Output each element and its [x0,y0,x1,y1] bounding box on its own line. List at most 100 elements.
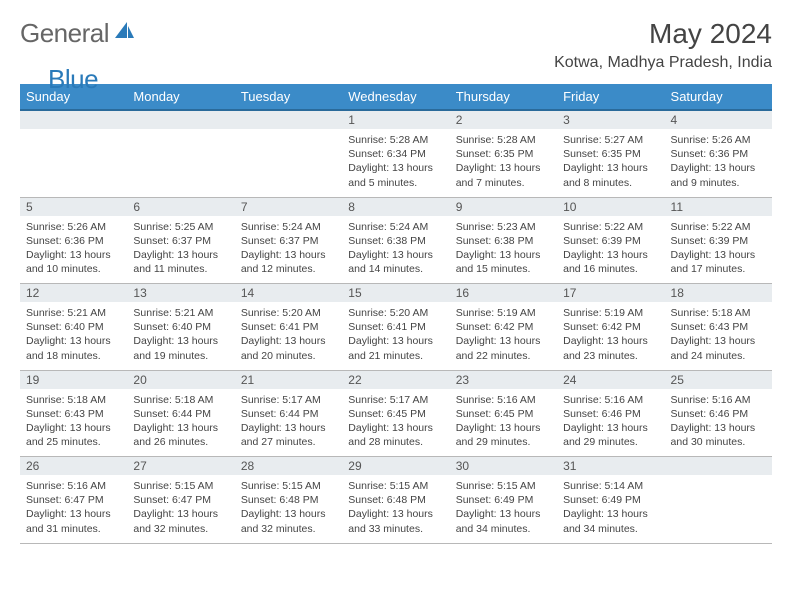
sunset-text: Sunset: 6:42 PM [563,320,658,334]
day-number: 17 [557,284,664,303]
daylight-text: Daylight: 13 hours and 25 minutes. [26,421,121,449]
sunset-text: Sunset: 6:45 PM [348,407,443,421]
sunrise-text: Sunrise: 5:28 AM [456,133,551,147]
sunset-text: Sunset: 6:47 PM [26,493,121,507]
sunrise-text: Sunrise: 5:20 AM [348,306,443,320]
daylight-text: Daylight: 13 hours and 5 minutes. [348,161,443,189]
day-number: 30 [450,457,557,476]
day-number: 19 [20,370,127,389]
sunrise-text: Sunrise: 5:21 AM [26,306,121,320]
daylight-text: Daylight: 13 hours and 14 minutes. [348,248,443,276]
sunset-text: Sunset: 6:49 PM [563,493,658,507]
daylight-text: Daylight: 13 hours and 11 minutes. [133,248,228,276]
daylight-text: Daylight: 13 hours and 7 minutes. [456,161,551,189]
daylight-text: Daylight: 13 hours and 26 minutes. [133,421,228,449]
sunset-text: Sunset: 6:38 PM [456,234,551,248]
sunset-text: Sunset: 6:48 PM [241,493,336,507]
day-cell: Sunrise: 5:24 AMSunset: 6:38 PMDaylight:… [342,216,449,284]
sunset-text: Sunset: 6:37 PM [133,234,228,248]
daylight-text: Daylight: 13 hours and 24 minutes. [671,334,766,362]
daynum-row: 1234 [20,110,772,129]
sunrise-text: Sunrise: 5:16 AM [563,393,658,407]
day-number [665,457,772,476]
sunset-text: Sunset: 6:35 PM [456,147,551,161]
dayname-sat: Saturday [665,84,772,110]
sunrise-text: Sunrise: 5:14 AM [563,479,658,493]
day-cell: Sunrise: 5:28 AMSunset: 6:34 PMDaylight:… [342,129,449,197]
day-number: 9 [450,197,557,216]
daylight-text: Daylight: 13 hours and 30 minutes. [671,421,766,449]
sunset-text: Sunset: 6:39 PM [563,234,658,248]
daynum-row: 19202122232425 [20,370,772,389]
day-number: 15 [342,284,449,303]
sunrise-text: Sunrise: 5:16 AM [26,479,121,493]
sunset-text: Sunset: 6:44 PM [241,407,336,421]
day-cell: Sunrise: 5:15 AMSunset: 6:47 PMDaylight:… [127,475,234,543]
day-cell: Sunrise: 5:28 AMSunset: 6:35 PMDaylight:… [450,129,557,197]
brand-text-2: Blue [48,64,98,95]
daylight-text: Daylight: 13 hours and 21 minutes. [348,334,443,362]
sunset-text: Sunset: 6:46 PM [671,407,766,421]
day-cell: Sunrise: 5:22 AMSunset: 6:39 PMDaylight:… [665,216,772,284]
sunset-text: Sunset: 6:44 PM [133,407,228,421]
day-cell: Sunrise: 5:15 AMSunset: 6:48 PMDaylight:… [235,475,342,543]
day-cell: Sunrise: 5:22 AMSunset: 6:39 PMDaylight:… [557,216,664,284]
daylight-text: Daylight: 13 hours and 32 minutes. [241,507,336,535]
day-cell: Sunrise: 5:24 AMSunset: 6:37 PMDaylight:… [235,216,342,284]
sunset-text: Sunset: 6:49 PM [456,493,551,507]
day-cell [127,129,234,197]
sunrise-text: Sunrise: 5:19 AM [563,306,658,320]
daylight-text: Daylight: 13 hours and 33 minutes. [348,507,443,535]
daylight-text: Daylight: 13 hours and 31 minutes. [26,507,121,535]
sunrise-text: Sunrise: 5:15 AM [241,479,336,493]
brand-logo: General [20,18,137,49]
day-cell: Sunrise: 5:17 AMSunset: 6:45 PMDaylight:… [342,389,449,457]
sunrise-text: Sunrise: 5:26 AM [26,220,121,234]
day-cell: Sunrise: 5:19 AMSunset: 6:42 PMDaylight:… [557,302,664,370]
sunset-text: Sunset: 6:40 PM [133,320,228,334]
sunrise-text: Sunrise: 5:16 AM [671,393,766,407]
day-cell: Sunrise: 5:17 AMSunset: 6:44 PMDaylight:… [235,389,342,457]
day-cell: Sunrise: 5:20 AMSunset: 6:41 PMDaylight:… [342,302,449,370]
sunset-text: Sunset: 6:47 PM [133,493,228,507]
sunrise-text: Sunrise: 5:15 AM [133,479,228,493]
sunset-text: Sunset: 6:45 PM [456,407,551,421]
daynum-row: 262728293031 [20,457,772,476]
dayname-fri: Friday [557,84,664,110]
sunrise-text: Sunrise: 5:27 AM [563,133,658,147]
sunset-text: Sunset: 6:36 PM [671,147,766,161]
day-cell [235,129,342,197]
daylight-text: Daylight: 13 hours and 12 minutes. [241,248,336,276]
day-number: 12 [20,284,127,303]
daylight-text: Daylight: 13 hours and 19 minutes. [133,334,228,362]
day-cell: Sunrise: 5:26 AMSunset: 6:36 PMDaylight:… [20,216,127,284]
day-number: 22 [342,370,449,389]
title-block: May 2024 Kotwa, Madhya Pradesh, India [554,18,772,72]
day-cell: Sunrise: 5:15 AMSunset: 6:49 PMDaylight:… [450,475,557,543]
sunrise-text: Sunrise: 5:28 AM [348,133,443,147]
daylight-text: Daylight: 13 hours and 32 minutes. [133,507,228,535]
sunrise-text: Sunrise: 5:20 AM [241,306,336,320]
sunset-text: Sunset: 6:40 PM [26,320,121,334]
day-cell: Sunrise: 5:15 AMSunset: 6:48 PMDaylight:… [342,475,449,543]
dayname-tue: Tuesday [235,84,342,110]
day-number: 24 [557,370,664,389]
daylight-text: Daylight: 13 hours and 29 minutes. [456,421,551,449]
day-number [20,110,127,129]
sunset-text: Sunset: 6:42 PM [456,320,551,334]
sunrise-text: Sunrise: 5:24 AM [241,220,336,234]
sunset-text: Sunset: 6:38 PM [348,234,443,248]
day-number: 27 [127,457,234,476]
day-cell [665,475,772,543]
day-number: 1 [342,110,449,129]
day-cell: Sunrise: 5:21 AMSunset: 6:40 PMDaylight:… [127,302,234,370]
day-cell: Sunrise: 5:16 AMSunset: 6:46 PMDaylight:… [557,389,664,457]
sunset-text: Sunset: 6:43 PM [26,407,121,421]
day-cell: Sunrise: 5:16 AMSunset: 6:45 PMDaylight:… [450,389,557,457]
daylight-text: Daylight: 13 hours and 23 minutes. [563,334,658,362]
day-number: 18 [665,284,772,303]
day-cell: Sunrise: 5:16 AMSunset: 6:47 PMDaylight:… [20,475,127,543]
daylight-text: Daylight: 13 hours and 8 minutes. [563,161,658,189]
day-cell: Sunrise: 5:16 AMSunset: 6:46 PMDaylight:… [665,389,772,457]
sunrise-text: Sunrise: 5:15 AM [456,479,551,493]
